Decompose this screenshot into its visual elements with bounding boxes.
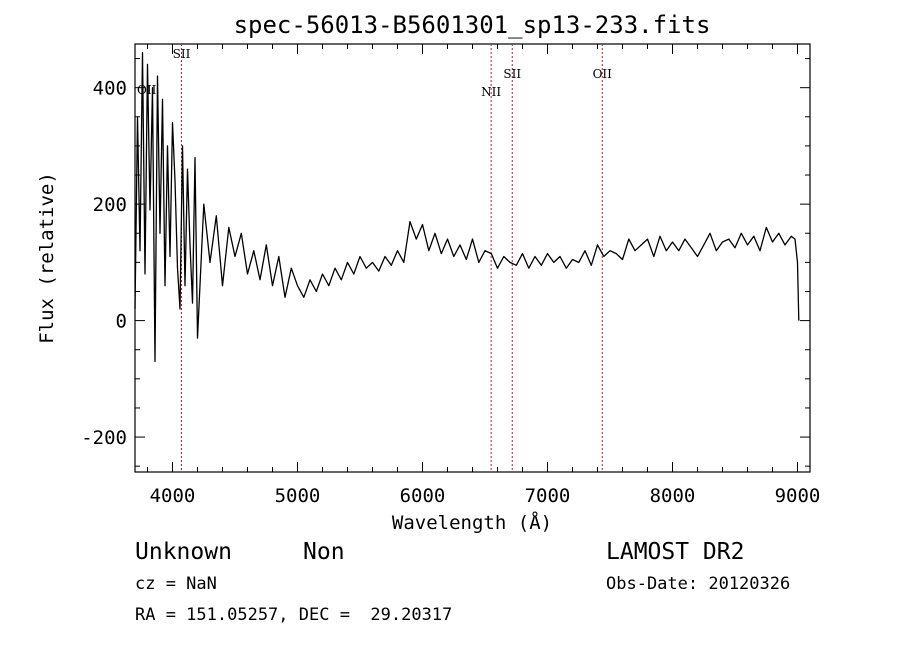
line-marker-label-3: OII — [593, 67, 613, 81]
y-axis-ticks: -200 0 200 400 — [81, 58, 810, 467]
y-axis-label: Flux (relative) — [36, 172, 58, 344]
line-marker-label-0: SII — [173, 47, 191, 61]
redshift-label: cz = NaN — [135, 574, 217, 594]
x-axis-ticks: 4000 5000 6000 7000 8000 9000 — [147, 44, 821, 507]
x-tick-label-0: 4000 — [150, 485, 196, 507]
y-tick-label-1: 0 — [116, 311, 127, 333]
survey-label: LAMOST DR2 — [606, 539, 744, 565]
x-tick-label-1: 5000 — [275, 485, 321, 507]
chart-title: spec-56013-B5601301_sp13-233.fits — [234, 11, 711, 39]
spectrum-series — [134, 52, 800, 363]
x-tick-label-2: 6000 — [400, 485, 446, 507]
plot-frame — [134, 43, 811, 473]
line-marker-label-1: NII — [481, 85, 501, 99]
class-label: Unknown — [135, 539, 232, 565]
spectrum-line-0 — [134, 52, 800, 363]
coordinates-label: RA = 151.05257, DEC = 29.20317 — [135, 605, 452, 625]
y-tick-label-2: 200 — [93, 194, 127, 216]
subclass-label: Non — [303, 539, 345, 565]
y-tick-label-3: 400 — [93, 78, 127, 100]
x-tick-label-5: 9000 — [775, 485, 821, 507]
line-marker-label-2: SII — [503, 67, 521, 81]
edge-line-label: OII — [137, 83, 157, 97]
x-tick-label-4: 8000 — [650, 485, 696, 507]
y-tick-label-0: -200 — [81, 427, 127, 449]
obs-date-label: Obs-Date: 20120326 — [606, 574, 790, 594]
x-axis-label: Wavelength (Å) — [392, 511, 552, 534]
x-tick-label-3: 7000 — [525, 485, 571, 507]
